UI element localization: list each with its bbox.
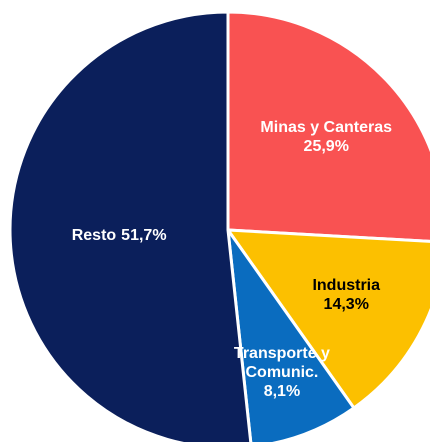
slice-label: Resto 51,7%	[34, 201, 204, 271]
slice-name: Industria	[312, 277, 381, 295]
slice-value: 51,7%	[121, 227, 167, 245]
slice-label-box: Transporte y Comunic. 8,1%	[227, 338, 337, 408]
slice-value: 14,3%	[323, 296, 369, 314]
slice-name: Minas y Canteras	[260, 119, 393, 137]
slice-value: 25,9%	[303, 138, 349, 156]
pie-slice	[226, 10, 430, 243]
pie-slice	[8, 10, 253, 442]
pie-slice	[225, 224, 357, 442]
pie-slice	[224, 228, 430, 411]
slice-name: Resto	[71, 227, 117, 245]
slice-label-box: Minas y Canteras 25,9%	[236, 102, 416, 172]
slice-name: Transporte y Comunic.	[233, 345, 330, 382]
slice-value: 8,1%	[263, 383, 301, 401]
slice-label: Transporte y Comunic.8,1%	[227, 338, 337, 408]
slice-label-box: Industria 14,3%	[256, 260, 430, 330]
slice-label-box: Resto 51,7%	[34, 201, 204, 271]
